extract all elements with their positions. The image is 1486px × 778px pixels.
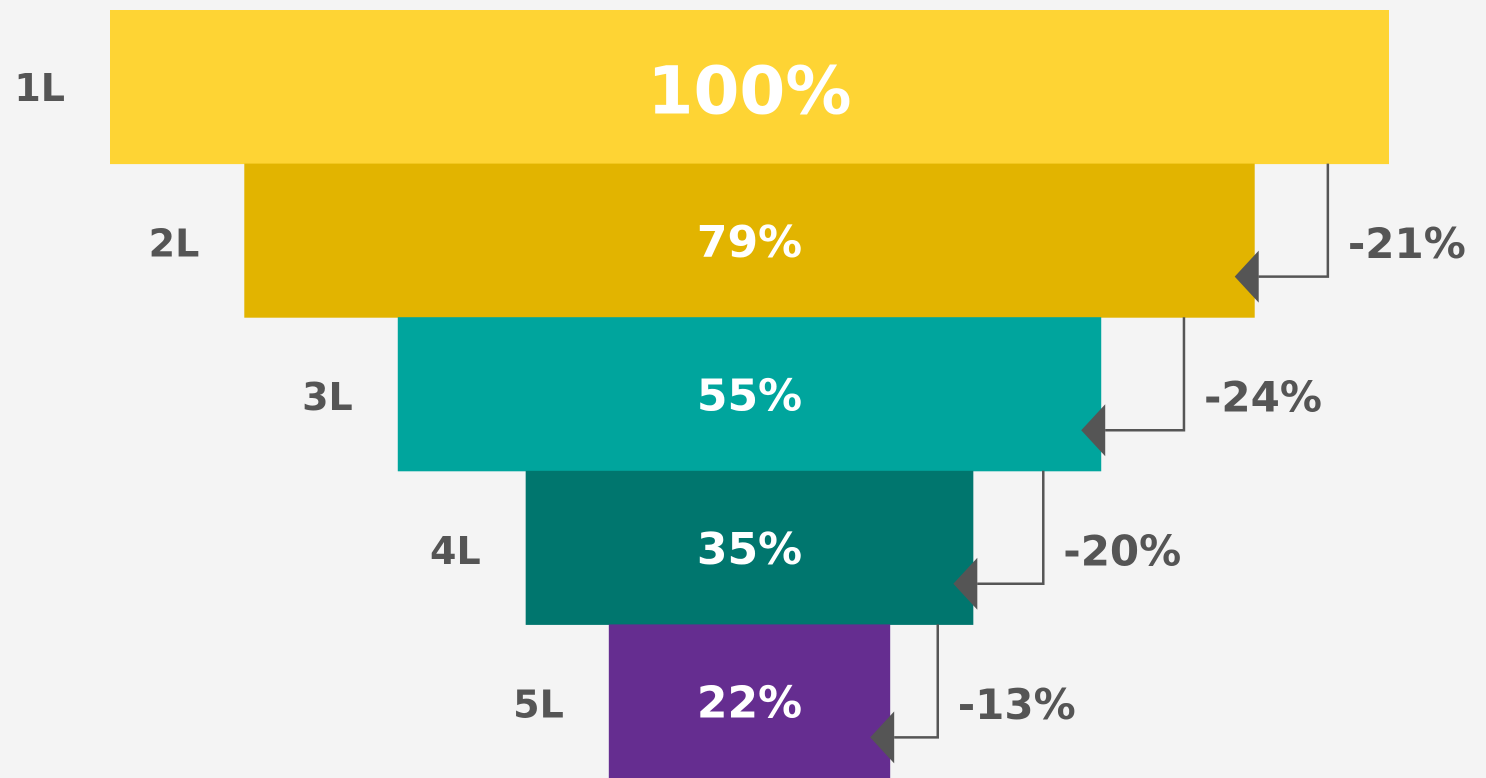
drop-label: -21% — [1348, 219, 1466, 268]
drop-arrow — [870, 711, 895, 764]
drop-arrow — [953, 557, 978, 610]
drop-connector — [1105, 317, 1186, 432]
drop-arrow — [1234, 250, 1259, 303]
drop-connector — [894, 624, 940, 739]
category-label: 4L — [430, 529, 481, 573]
funnel-bar — [525, 470, 974, 625]
category-label: 1L — [14, 66, 65, 110]
funnel-bar — [608, 624, 891, 778]
drop-connector — [977, 470, 1045, 586]
drop-label: -13% — [958, 680, 1076, 729]
value-label: 55% — [697, 371, 802, 422]
drop-connector — [1258, 163, 1330, 278]
value-label: 100% — [648, 52, 852, 129]
value-label: 79% — [697, 217, 802, 268]
drop-label: -24% — [1204, 373, 1322, 422]
category-label: 2L — [149, 222, 200, 266]
funnel-bar — [110, 10, 1389, 165]
drop-arrow — [1081, 404, 1106, 457]
category-label: 3L — [302, 375, 353, 419]
funnel-bar — [244, 163, 1255, 318]
value-label: 35% — [697, 524, 802, 575]
category-label: 5L — [513, 682, 564, 726]
value-label: 22% — [697, 678, 802, 729]
funnel-bar — [397, 317, 1102, 472]
drop-label: -20% — [1063, 526, 1181, 575]
